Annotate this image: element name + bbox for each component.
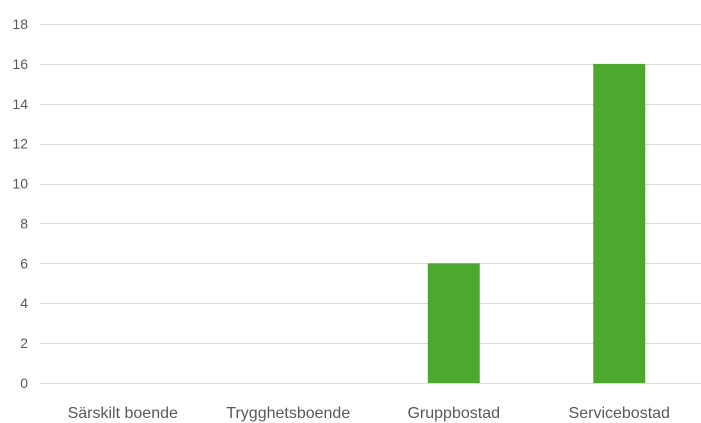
bars (427, 63, 646, 384)
y-tick-label: 16 (12, 56, 28, 72)
y-tick-label: 10 (12, 176, 28, 192)
x-axis-category-labels: Särskilt boende Trygghetsboende Gruppbosta… (68, 405, 670, 422)
x-category-label: Trygghetsboende (226, 405, 350, 422)
y-tick-label: 18 (12, 16, 28, 32)
y-tick-label: 0 (20, 375, 28, 391)
bar-servicebostad (593, 63, 646, 384)
y-tick-label: 14 (12, 96, 28, 112)
gridlines (40, 24, 701, 384)
x-category-label: Särskilt boende (68, 405, 178, 422)
y-tick-label: 6 (20, 255, 28, 271)
x-category-label: Gruppbostad (407, 405, 500, 422)
y-axis-tick-labels: 0 2 4 6 8 10 12 14 16 18 (12, 16, 28, 391)
y-tick-label: 12 (12, 136, 28, 152)
y-tick-label: 2 (20, 335, 28, 351)
y-tick-label: 4 (20, 295, 28, 311)
x-category-label: Servicebostad (569, 405, 670, 422)
y-tick-label: 8 (20, 215, 28, 231)
bar-gruppbostad (427, 263, 480, 383)
